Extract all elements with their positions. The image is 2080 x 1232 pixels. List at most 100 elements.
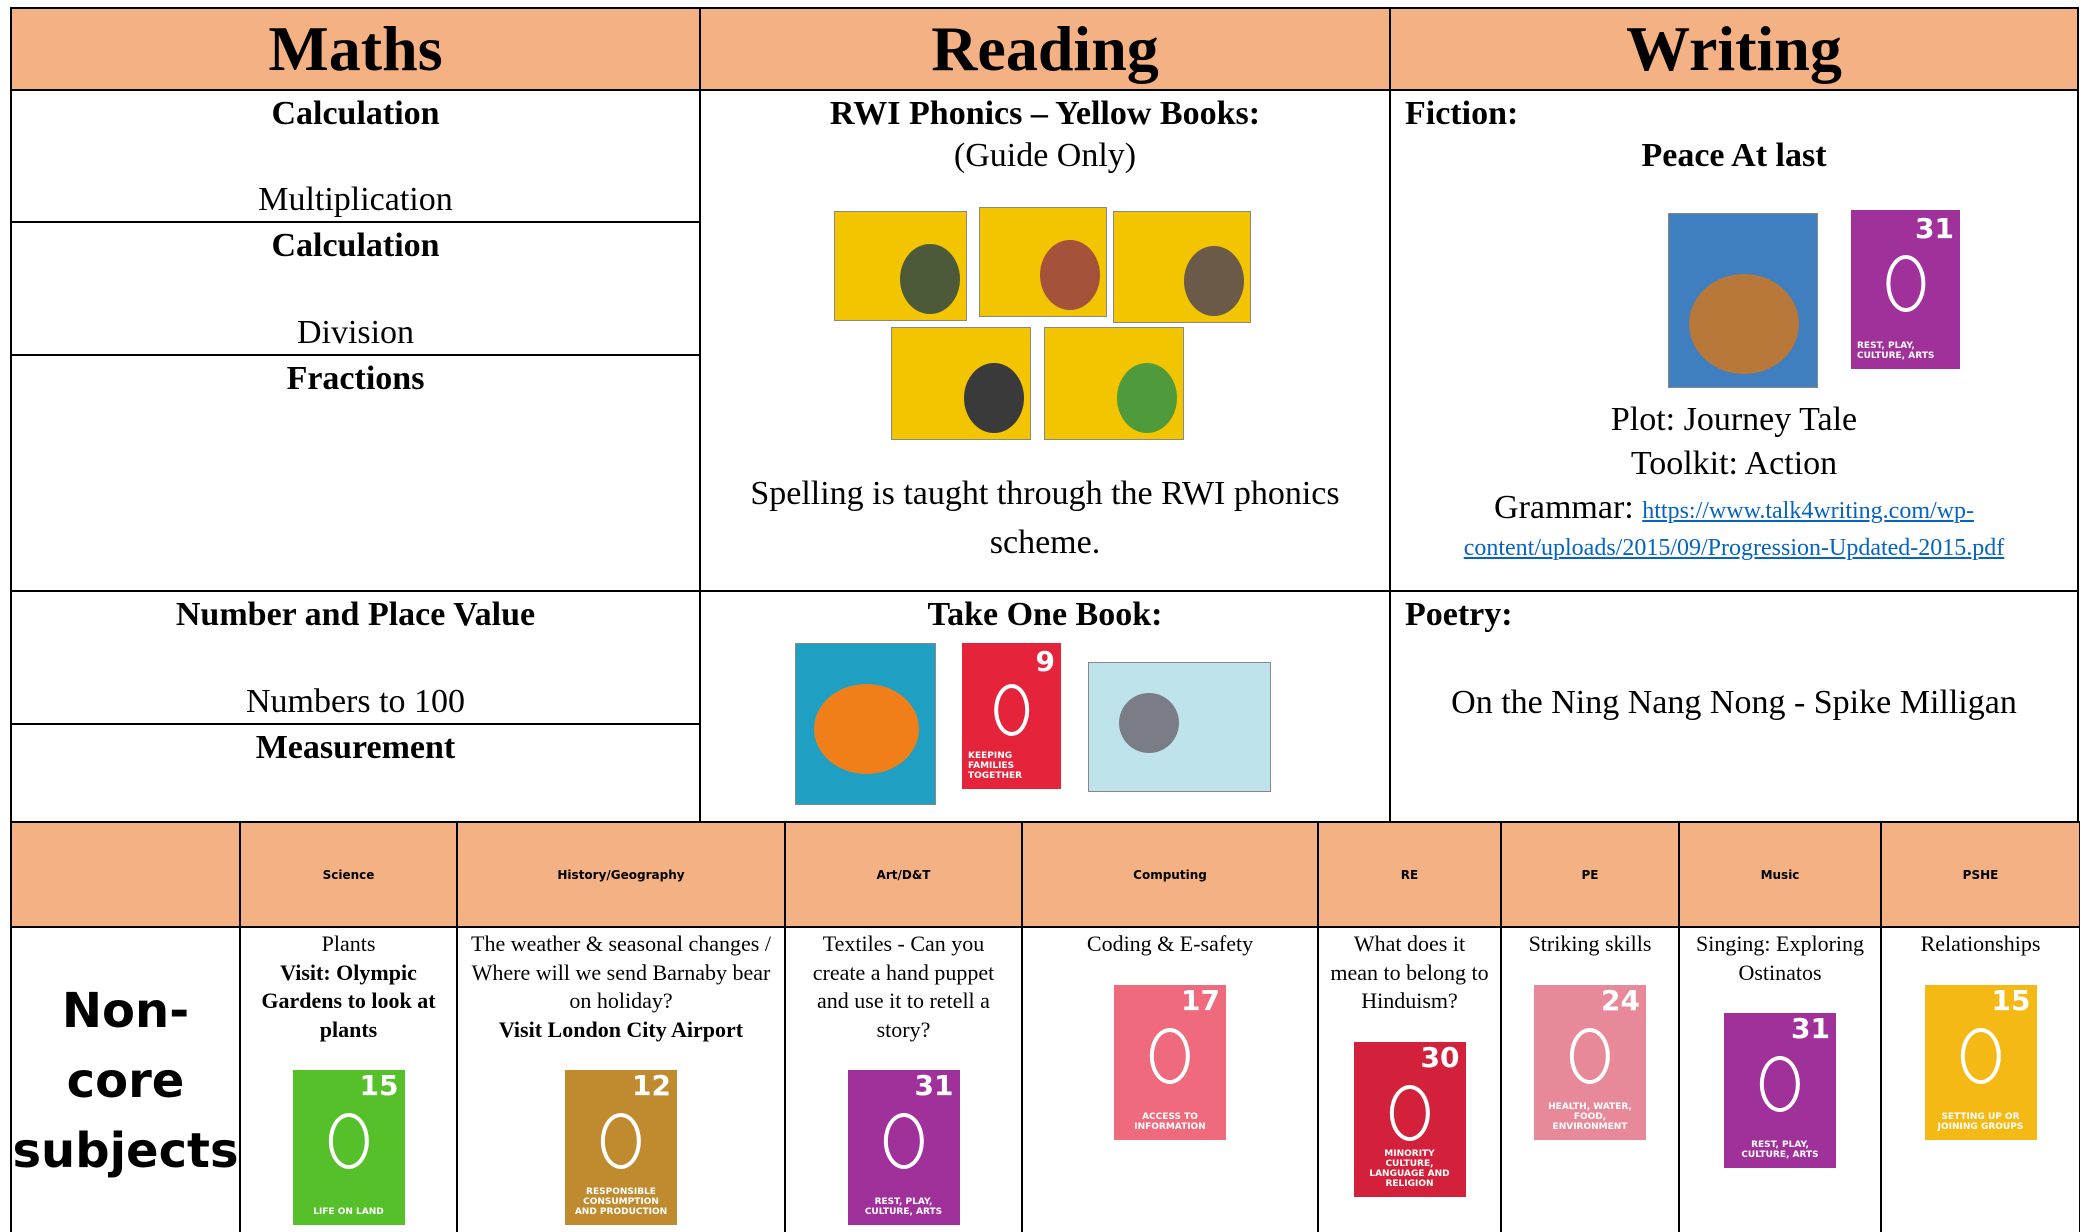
block-title: Measurement xyxy=(255,729,456,766)
sdg-icon: 9 Keeping families together xyxy=(962,643,1061,789)
header-title: Maths xyxy=(268,13,443,84)
subject-cell: Textiles - Can you create a hand puppet … xyxy=(784,926,1023,1232)
sdg-pictogram xyxy=(1960,1027,2001,1084)
sdg-icon: 15 Setting up or joining groups xyxy=(1924,984,2037,1140)
sdg-label: Rest, play, culture, arts xyxy=(1857,341,1935,361)
sdg-label: Minority culture, language and religion xyxy=(1369,1148,1450,1189)
subject-text: Textiles - Can you create a hand puppet … xyxy=(812,931,995,1042)
sdg-pictogram xyxy=(1759,1056,1801,1113)
subject-header: History/Geography xyxy=(456,821,786,928)
writing-heading: Poetry: xyxy=(1405,596,1513,633)
sdg-number: 30 xyxy=(1420,1041,1460,1074)
subject-header: PE xyxy=(1500,821,1680,928)
subject-cell: Plants Visit: Olympic Gardens to look at … xyxy=(239,926,458,1232)
sdg-number: 12 xyxy=(632,1070,671,1102)
plot-text: Plot: Journey Tale xyxy=(1610,401,1858,438)
subject-cell: Coding & E-safety 17 Access to information xyxy=(1021,926,1319,1232)
header-cell: Reading xyxy=(699,7,1391,91)
header-cell: Maths xyxy=(10,7,701,91)
subject-header: RE xyxy=(1317,821,1502,928)
subject-visit: Visit: Olympic Gardens to look at plants xyxy=(261,959,436,1042)
sdg-number: 24 xyxy=(1601,984,1640,1017)
block-text: Multiplication xyxy=(258,181,453,218)
subject-header: PSHE xyxy=(1880,821,2080,928)
noncore-label: Non-core subjects xyxy=(10,926,241,1232)
header-cell xyxy=(10,821,241,928)
sdg-label: Life on land xyxy=(313,1207,384,1217)
sdg-label: Keeping families together xyxy=(968,751,1023,781)
grammar-link[interactable]: https://www.talk4writing.com/wp-content/… xyxy=(1463,498,2005,561)
subject-text: Plants xyxy=(321,931,376,956)
maths-block: Calculation Division xyxy=(10,221,701,356)
subject-header: Art/D&T xyxy=(784,821,1023,928)
subject-visit: Visit London City Airport xyxy=(498,1016,744,1042)
sdg-icon: 15 Life on land xyxy=(292,1070,405,1225)
sdg-slot: 9 Keeping families together xyxy=(962,643,1061,789)
sdg-icon: 30 Minority culture, language and religio… xyxy=(1353,1041,1466,1197)
subject-cell: What does it mean to belong to Hinduism?… xyxy=(1317,926,1502,1232)
sdg-label: Access to information xyxy=(1134,1111,1206,1132)
block-title: Number and Place Value xyxy=(175,596,536,633)
maths-block: Number and Place Value Numbers to 100 xyxy=(10,590,701,725)
sdg-pictogram xyxy=(1885,254,1926,312)
subject-text: Striking skills xyxy=(1528,931,1652,956)
subject-cell: Singing: Exploring Ostinatos 31 Rest, play… xyxy=(1678,926,1882,1232)
sdg-pictogram xyxy=(328,1113,369,1170)
sdg-pictogram xyxy=(1149,1027,1191,1084)
sdg-label: Setting up or joining groups xyxy=(1937,1111,2024,1132)
cover-art xyxy=(1689,274,1799,374)
sdg-icon: 31 Rest, play, culture, arts xyxy=(847,1070,960,1225)
subject-cell: Striking skills 24 Health, water, food, en… xyxy=(1500,926,1680,1232)
toolkit-text: Toolkit: Action xyxy=(1630,445,1838,482)
sdg-pictogram xyxy=(993,683,1030,737)
sdg-icon: 17 Access to information xyxy=(1114,984,1226,1140)
book-cover xyxy=(979,207,1107,317)
subject-cell: The weather & seasonal changes / Where w… xyxy=(456,926,786,1232)
maths-block: Calculation Multiplication xyxy=(10,89,701,223)
cover-photo xyxy=(1040,240,1100,310)
subject-text: Coding & E-safety xyxy=(1086,931,1254,956)
writing-cell: Fiction: Peace At last 31 Rest, play, cul… xyxy=(1389,89,2079,592)
book-cover xyxy=(1113,211,1251,323)
book-cover xyxy=(1088,662,1271,792)
subject-text: Singing: Exploring Ostinatos xyxy=(1695,931,1865,985)
cover-photo xyxy=(900,244,960,314)
book-cover xyxy=(1044,327,1184,440)
book-cover xyxy=(834,211,967,321)
block-text: Division xyxy=(296,314,415,351)
sdg-slot: 31 Rest, play, culture, arts xyxy=(1851,210,1960,369)
reading-title: RWI Phonics – Yellow Books: xyxy=(829,95,1261,132)
header-title: Reading xyxy=(931,13,1159,84)
sdg-pictogram xyxy=(1389,1084,1430,1141)
block-title: Fractions xyxy=(286,360,425,397)
subject-cell: Relationships 15 Setting up or joining gro… xyxy=(1880,926,2080,1232)
poem-text: On the Ning Nang Nong - Spike Milligan xyxy=(1451,684,2017,721)
subject-header: Music xyxy=(1678,821,1882,928)
reading-note: (Guide Only) xyxy=(953,137,1137,174)
book-cover xyxy=(1668,213,1818,388)
sdg-icon: 24 Health, water, food, environment xyxy=(1534,984,1646,1140)
sdg-label: Rest, play, culture, arts xyxy=(1741,1140,1819,1160)
cover-photo xyxy=(1117,363,1177,433)
sdg-icon: 31 Rest, play, culture, arts xyxy=(1851,210,1960,369)
block-title: Calculation xyxy=(271,95,440,132)
sdg-icon: 31 Rest, play, culture, arts xyxy=(1724,1013,1836,1168)
noncore-label-text: Non-core subjects xyxy=(12,983,239,1179)
sdg-number: 15 xyxy=(359,1070,399,1102)
cover-art xyxy=(814,684,919,774)
writing-cell: Poetry: On the Ning Nang Nong - Spike Mi… xyxy=(1389,590,2079,823)
sdg-icon: 12 Responsible consumption and production xyxy=(565,1070,677,1225)
book-title: Peace At last xyxy=(1641,137,1827,174)
sdg-number: 31 xyxy=(914,1070,954,1102)
sdg-label: Responsible consumption and production xyxy=(574,1187,668,1217)
book-cover xyxy=(891,327,1031,440)
sdg-pictogram xyxy=(1569,1027,1611,1084)
subject-text: What does it mean to belong to Hinduism? xyxy=(1330,931,1489,1013)
grammar-label: Grammar: xyxy=(1494,489,1634,526)
maths-block: Fractions xyxy=(10,354,701,592)
cover-art xyxy=(1119,693,1179,753)
reading-title: Take One Book: xyxy=(927,596,1163,633)
grammar-line: Grammar: https://www.talk4writing.com/wp… xyxy=(1444,491,2024,565)
maths-block: Measurement xyxy=(10,723,701,823)
